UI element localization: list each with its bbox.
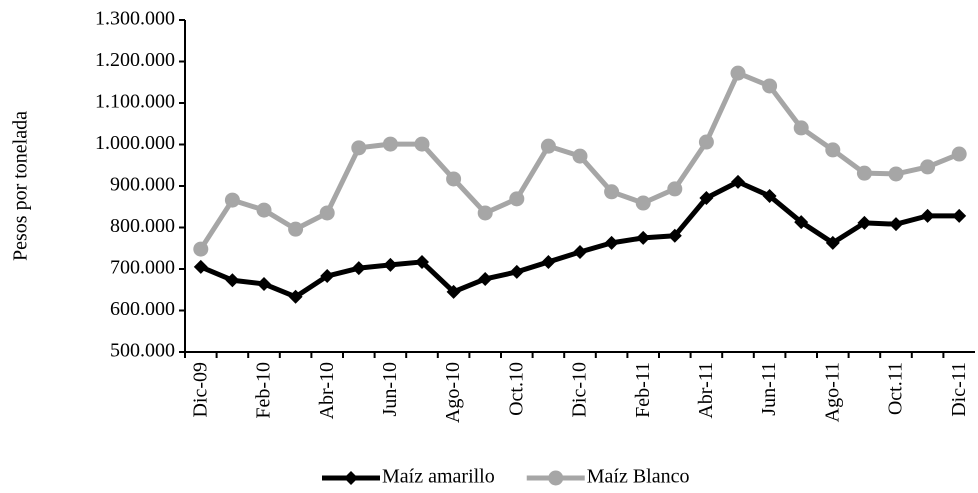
- x-tick-label: Dic-10: [569, 362, 591, 418]
- x-tick-label: Dic-11: [948, 362, 970, 417]
- point: [856, 165, 872, 181]
- y-tick-label: 800.000: [110, 215, 175, 237]
- series-line: [199, 179, 960, 300]
- point: [699, 191, 714, 206]
- point: [351, 261, 366, 276]
- point: [604, 184, 620, 200]
- point: [920, 159, 936, 175]
- x-tick-label: Abr-10: [316, 362, 338, 419]
- point: [478, 271, 493, 286]
- point: [730, 65, 746, 81]
- point: [509, 264, 524, 279]
- x-tick-label: Ago-10: [442, 362, 464, 423]
- x-tick-label: Jun-10: [379, 362, 401, 416]
- y-tick-label: 1.100.000: [95, 91, 175, 113]
- y-tick-label: 1.300.000: [95, 8, 175, 30]
- x-tick-label: Feb-11: [632, 362, 654, 418]
- legend-marker: [548, 470, 564, 486]
- y-tick-label: 1.000.000: [95, 132, 175, 154]
- point: [193, 259, 208, 274]
- y-axis-label: Pesos por tonelada: [10, 111, 32, 261]
- point: [762, 78, 778, 94]
- point: [794, 215, 809, 230]
- point: [667, 228, 682, 243]
- point: [698, 134, 714, 150]
- x-tick-label: Ago-11: [821, 362, 843, 422]
- point: [414, 136, 430, 152]
- point: [288, 289, 303, 304]
- point: [636, 230, 651, 245]
- legend-marker: [344, 471, 358, 485]
- point: [762, 188, 777, 203]
- point: [446, 284, 461, 299]
- y-tick-label: 1.200.000: [95, 49, 175, 71]
- point: [225, 273, 240, 288]
- y-tick-label: 600.000: [110, 298, 175, 320]
- point: [541, 254, 556, 269]
- point: [572, 148, 588, 164]
- point: [540, 138, 556, 154]
- point: [888, 166, 904, 182]
- point: [383, 257, 398, 272]
- point: [573, 244, 587, 259]
- point: [415, 254, 429, 269]
- point: [319, 205, 335, 221]
- point: [446, 171, 462, 187]
- point: [288, 221, 304, 237]
- point: [793, 120, 809, 136]
- x-tick-label: Feb-10: [253, 362, 275, 419]
- point: [952, 208, 967, 223]
- point: [351, 140, 367, 156]
- point: [224, 192, 240, 208]
- point: [477, 205, 493, 221]
- point: [920, 208, 935, 223]
- point: [667, 181, 683, 197]
- point: [635, 195, 651, 211]
- point: [257, 276, 271, 291]
- point: [731, 174, 745, 189]
- point: [320, 269, 335, 284]
- x-tick-label: Abr-11: [695, 362, 717, 419]
- point: [604, 235, 619, 250]
- point: [509, 191, 525, 207]
- point: [951, 146, 967, 162]
- point: [825, 235, 840, 250]
- y-tick-label: 700.000: [110, 257, 175, 279]
- point: [193, 241, 209, 257]
- legend-label: Maíz Blanco: [587, 466, 690, 488]
- point: [889, 217, 903, 232]
- x-tick-label: Oct.10: [505, 362, 527, 416]
- x-tick-label: Dic-09: [189, 362, 211, 418]
- y-tick-label: 900.000: [110, 174, 175, 196]
- x-tick-label: Oct.11: [885, 362, 907, 415]
- point: [256, 202, 272, 218]
- x-tick-label: Jun-11: [758, 362, 780, 416]
- legend-label: Maíz amarillo: [382, 466, 495, 488]
- point: [382, 136, 398, 152]
- point: [825, 142, 841, 158]
- point: [857, 215, 872, 230]
- y-tick-label: 500.000: [110, 340, 175, 362]
